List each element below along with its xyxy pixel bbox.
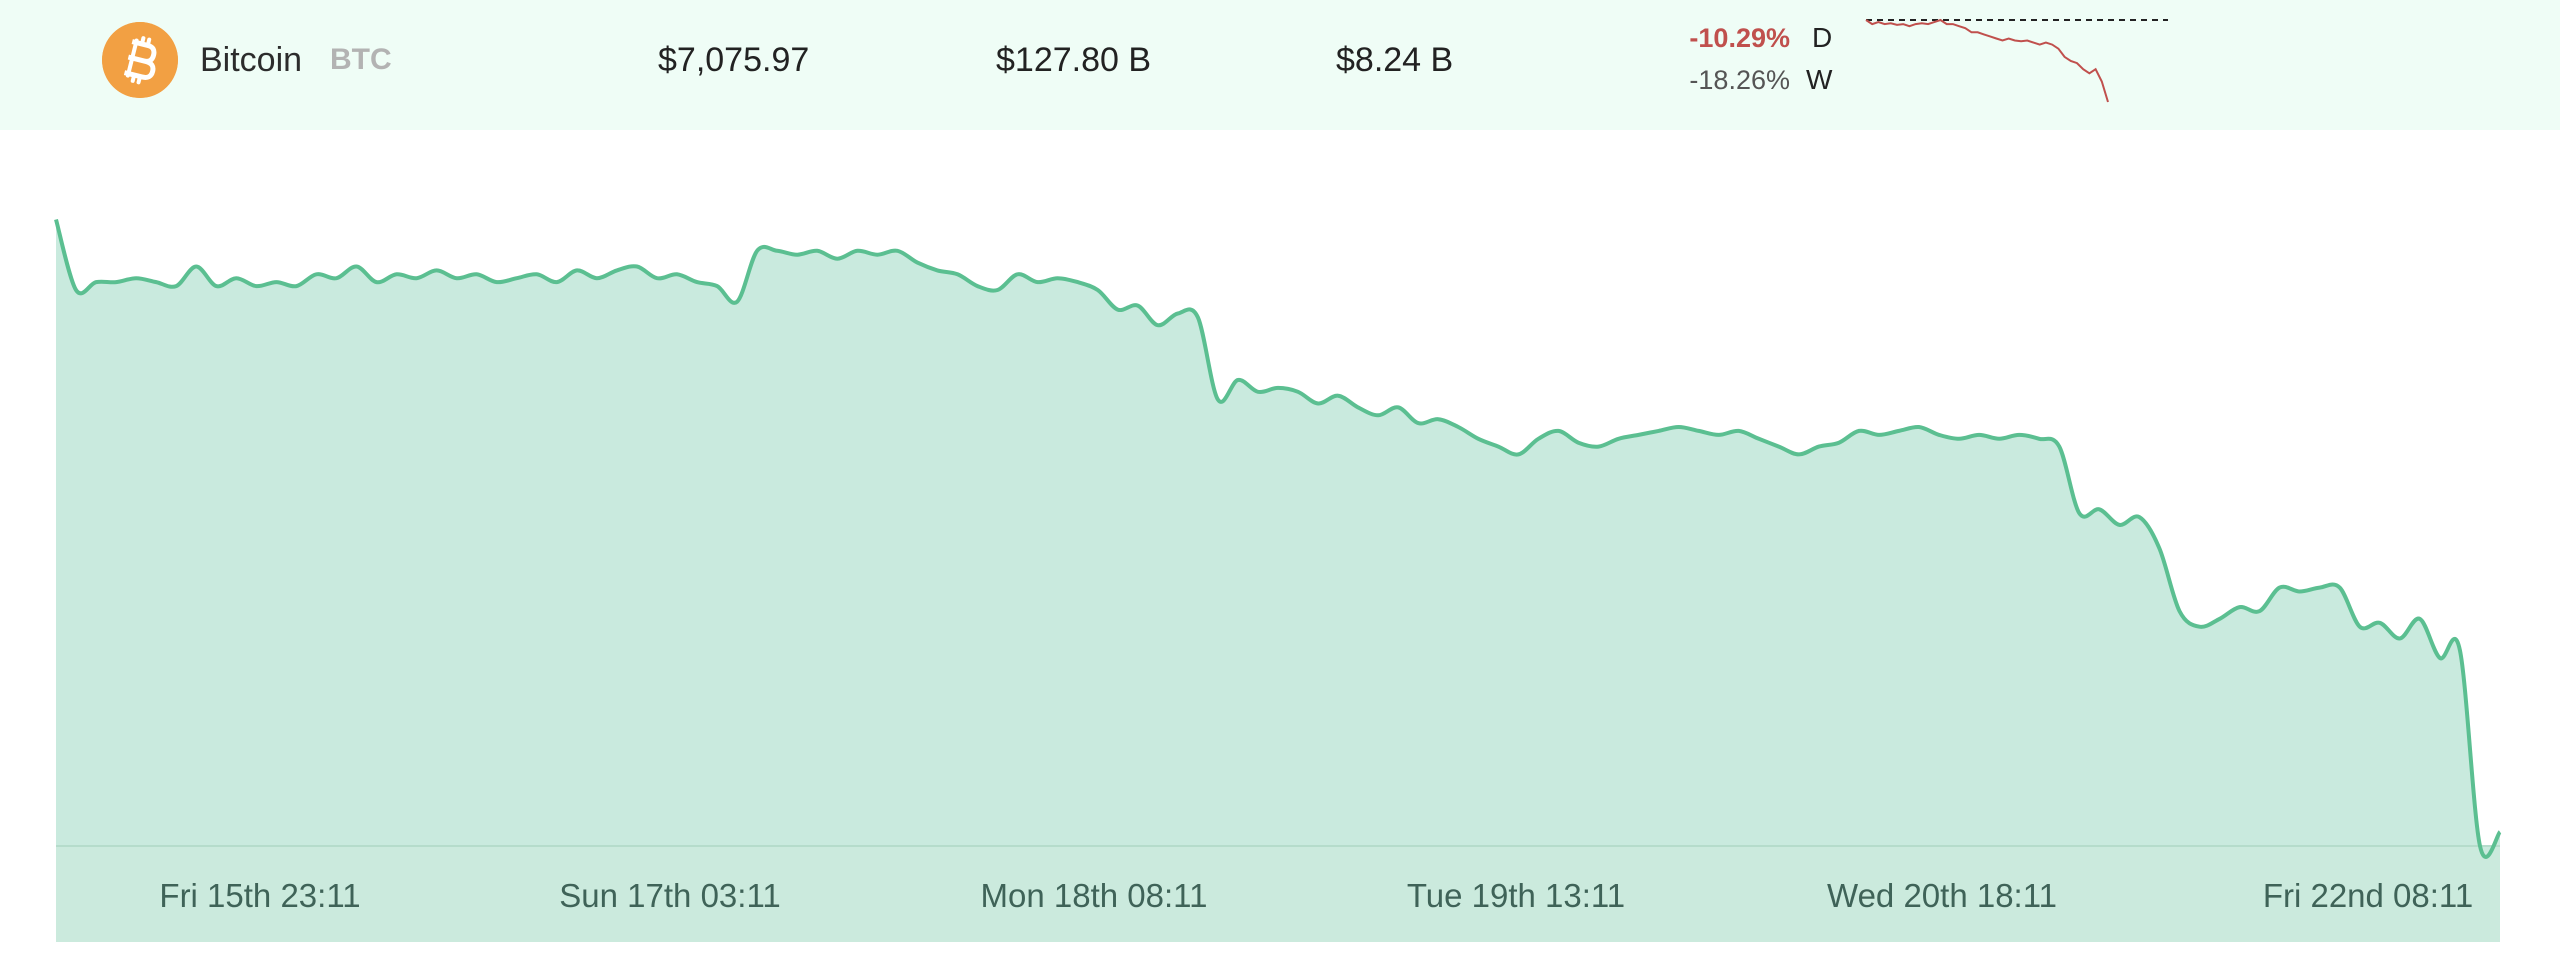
x-tick-label: Fri 15th 23:11 [159, 877, 361, 914]
x-tick-label: Sun 17th 03:11 [559, 877, 781, 914]
coin-name[interactable]: Bitcoin [200, 41, 303, 79]
change-week-label: W [1806, 64, 1833, 95]
price-line [54, 218, 2502, 859]
x-tick-label: Mon 18th 08:11 [980, 877, 1208, 914]
change-week: -18.26% [1689, 65, 1790, 95]
coin-market-cap: $127.80 B [996, 41, 1152, 79]
price-chart[interactable]: Fri 15th 23:11 Sun 17th 03:11 Mon 18th 08:… [0, 130, 2560, 960]
x-tick-label: Fri 22nd 08:11 [2262, 877, 2474, 914]
bitcoin-icon [102, 22, 178, 98]
x-axis-band [56, 846, 2500, 942]
x-tick-label: Tue 19th 13:11 [1406, 877, 1626, 914]
change-day-label: D [1812, 22, 1833, 53]
price-area-fill [56, 219, 2500, 857]
coin-symbol: BTC [330, 43, 392, 76]
sparkline-chart [1865, 18, 2168, 103]
change-day: -10.29% [1689, 23, 1790, 53]
coin-price: $7,075.97 [658, 41, 810, 79]
sparkline-line [1865, 18, 2109, 103]
x-tick-label: Wed 20th 18:11 [1827, 877, 2057, 914]
coin-row[interactable]: Bitcoin BTC $7,075.97 $127.80 B $8.24 B … [0, 0, 2560, 130]
coin-volume: $8.24 B [1336, 41, 1454, 79]
price-chart-svg [54, 218, 2502, 942]
